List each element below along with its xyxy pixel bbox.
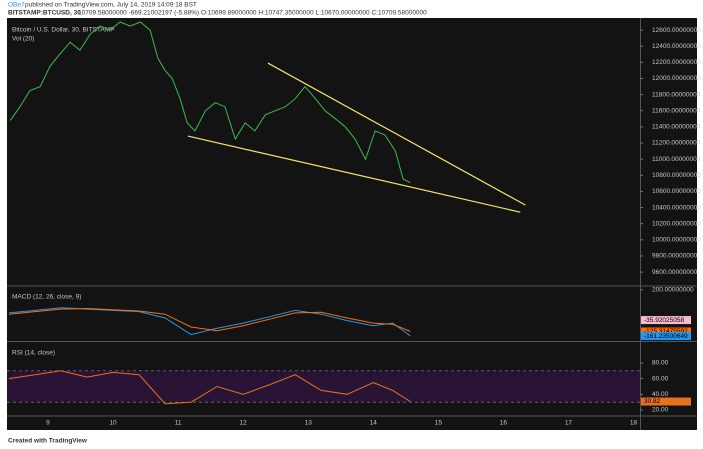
x-tick-label: 12 <box>240 420 248 427</box>
author[interactable]: OBe7 <box>8 2 25 9</box>
published: published on TradingView.com, July 14, 2… <box>25 2 197 9</box>
pane-title: RSI (14, close) <box>12 350 55 357</box>
y-tick-label: 40.00 <box>652 391 669 398</box>
y-tick-label: 10400.00000000 <box>652 204 701 211</box>
x-tick-label: 13 <box>305 420 313 427</box>
chart-area <box>7 18 697 430</box>
value-badge-label: -161.23500649 <box>644 333 688 340</box>
y-tick-label: 11000.00000000 <box>652 156 701 163</box>
value-badge-label: -125.31475592 <box>644 328 688 335</box>
x-tick-label: 10 <box>109 420 117 427</box>
y-tick-label: 10600.00000000 <box>652 188 701 195</box>
value-badge <box>641 332 691 341</box>
y-tick-label: 60.00 <box>652 375 669 382</box>
x-tick-label: 15 <box>435 420 443 427</box>
rsi-band <box>7 370 640 403</box>
y-tick-label: 20.00 <box>652 407 669 414</box>
y-tick-label: 10000.00000000 <box>652 237 701 244</box>
x-tick-label: 18 <box>630 420 638 427</box>
y-tick-label: 11200.00000000 <box>652 140 701 147</box>
y-tick-label: 10200.00000000 <box>652 220 701 227</box>
x-tick-label: 16 <box>500 420 508 427</box>
y-tick-label: 9600.00000000 <box>652 269 698 276</box>
y-tick-label: 11600.00000000 <box>652 107 701 114</box>
y-tick-label: 11800.00000000 <box>652 91 701 98</box>
value-badge-label: -35.92025058 <box>644 317 685 324</box>
x-tick-label: 9 <box>46 420 50 427</box>
y-tick-label: 9800.00000000 <box>652 253 698 260</box>
trend-line <box>187 135 521 213</box>
y-tick-label: 200.00000000 <box>652 287 694 294</box>
value-badge <box>641 327 691 336</box>
x-tick-label: 14 <box>370 420 378 427</box>
quote: 10709.58000000 -669.21002197 (-5.88%) O:… <box>78 10 427 17</box>
pane-subtitle: Vol (20) <box>12 36 34 43</box>
series-line <box>9 21 411 183</box>
y-tick-label: 12600.00000000 <box>652 27 701 34</box>
y-tick-label: 12000.00000000 <box>652 75 701 82</box>
y-tick-label: 12200.00000000 <box>652 59 701 66</box>
x-tick-label: 17 <box>565 420 573 427</box>
series-line <box>8 307 411 332</box>
value-badge <box>641 316 691 325</box>
footer[interactable]: Created with TradingView <box>8 438 88 445</box>
value-badge <box>641 397 691 406</box>
y-tick-label: 12400.00000000 <box>652 43 701 50</box>
trend-line <box>267 62 526 206</box>
pane-title: Bitcoin / U.S. Dollar, 30, BITSTAMP <box>12 27 114 34</box>
series-line <box>8 370 411 405</box>
y-tick-label: 80.00 <box>652 360 669 367</box>
pane-title: MACD (12, 26, close, 9) <box>12 294 81 301</box>
symbol: BITSTAMP:BTCUSD, 30 <box>8 10 81 17</box>
value-badge-label: 30.82 <box>644 398 661 405</box>
y-tick-label: 10800.00000000 <box>652 172 701 179</box>
y-tick-label: 11400.00000000 <box>652 124 701 131</box>
x-tick-label: 11 <box>175 420 182 427</box>
